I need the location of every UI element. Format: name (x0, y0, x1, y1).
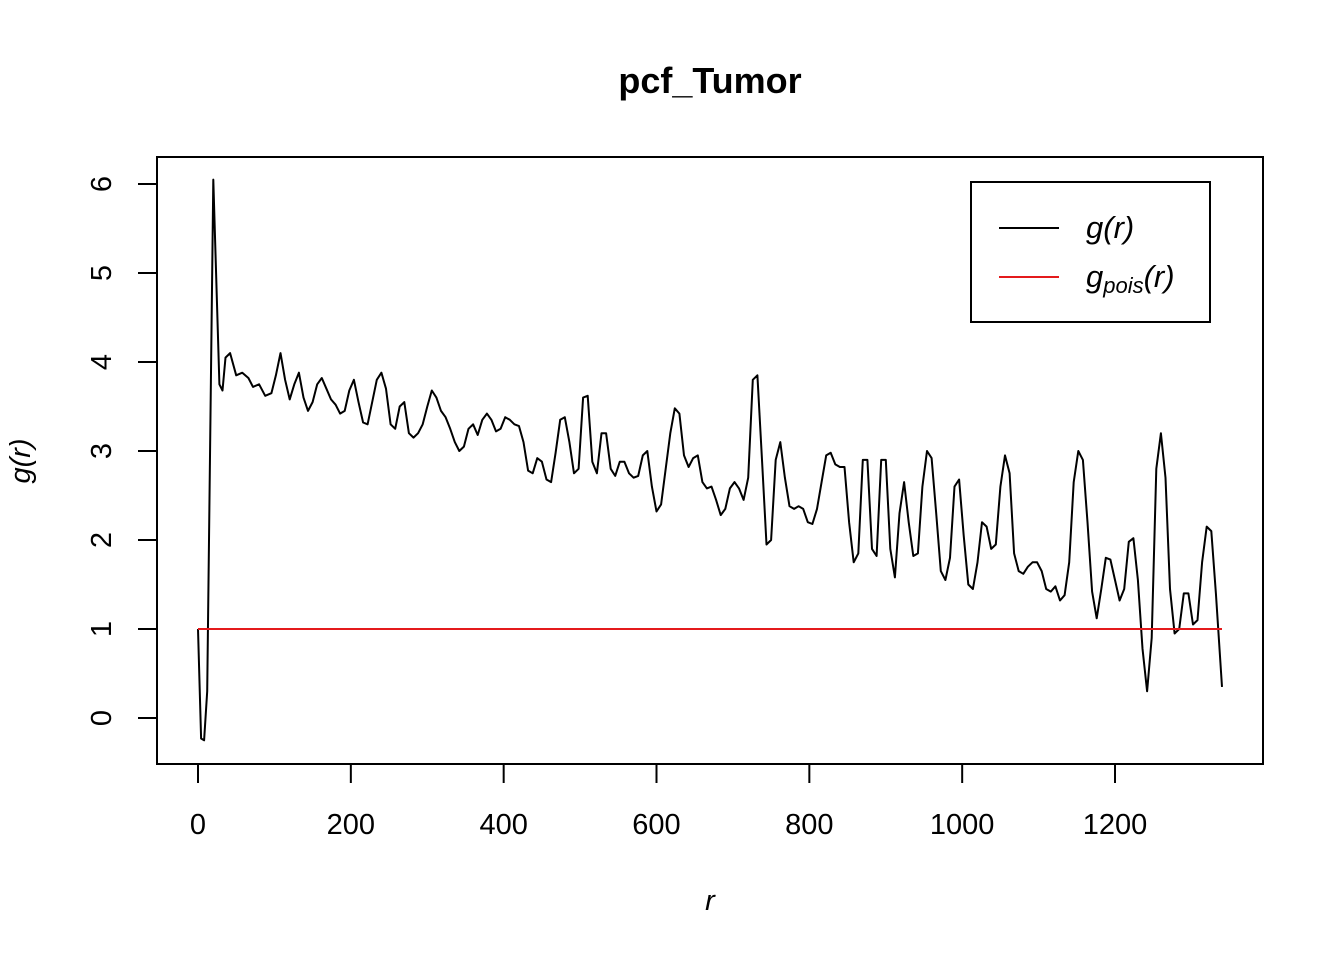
y-tick-label: 6 (86, 176, 118, 192)
y-tick-label: 3 (86, 443, 118, 459)
chart-title: pcf_Tumor (618, 60, 801, 101)
x-tick-label: 1200 (1083, 809, 1148, 841)
x-axis-label: r (705, 885, 716, 917)
y-axis: 0 1 2 3 4 5 6 (86, 176, 158, 726)
x-tick-label: 800 (785, 809, 833, 841)
y-tick-label: 4 (86, 354, 118, 370)
x-tick-label: 600 (632, 809, 680, 841)
y-tick-label: 1 (86, 621, 118, 637)
x-tick-label: 1000 (930, 809, 995, 841)
x-tick-label: 200 (327, 809, 375, 841)
x-axis: 0 200 400 600 800 1000 1200 (190, 763, 1148, 841)
series-line-g (197, 178, 1223, 742)
legend-label-g: g(r) (1086, 210, 1134, 245)
legend-label-gpois: gpois(r) (1086, 259, 1175, 298)
y-axis-label: g(r) (5, 438, 37, 483)
y-tick-label: 5 (86, 265, 118, 281)
y-tick-label: 0 (86, 710, 118, 726)
legend-box (970, 181, 1211, 323)
legend: g(r) gpois(r) (970, 181, 1211, 323)
series-layer (197, 178, 1223, 742)
x-tick-label: 400 (479, 809, 527, 841)
y-tick-label: 2 (86, 532, 118, 548)
x-tick-label: 0 (190, 809, 206, 841)
